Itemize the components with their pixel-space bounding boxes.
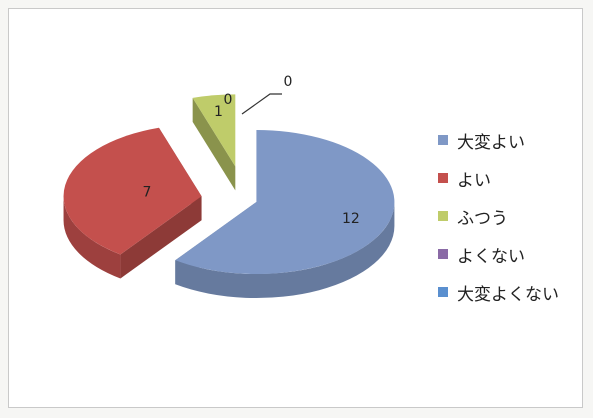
pie-slice-2 — [63, 127, 202, 279]
data-label-1: 12 — [342, 211, 360, 227]
legend-item-1: 大変よい — [438, 121, 559, 159]
data-label-5: 0 — [284, 74, 293, 90]
legend-item-5: 大変よくない — [438, 273, 559, 311]
legend-label-5: 大変よくない — [457, 284, 559, 305]
legend-swatch-5 — [438, 287, 448, 297]
pie-slice-3 — [192, 94, 236, 191]
data-label-2: 7 — [143, 185, 152, 201]
legend-swatch-4 — [438, 249, 448, 259]
zero-label-leader-line — [241, 93, 282, 115]
legend-swatch-2 — [438, 173, 448, 183]
pie-slice-1 — [175, 130, 395, 299]
legend-item-2: よい — [438, 159, 559, 197]
data-label-3: 1 — [214, 104, 223, 120]
legend-label-2: よい — [457, 170, 491, 191]
legend-label-3: ふつう — [457, 208, 508, 229]
legend-label-4: よくない — [457, 246, 525, 267]
legend-swatch-1 — [438, 135, 448, 145]
legend-swatch-3 — [438, 211, 448, 221]
legend-item-4: よくない — [438, 235, 559, 273]
legend-item-3: ふつう — [438, 197, 559, 235]
data-label-4: 0 — [224, 92, 233, 108]
chart-legend: 大変よい よい ふつう よくない 大変よくない — [438, 121, 559, 311]
pie-slices — [63, 94, 395, 299]
legend-label-1: 大変よい — [457, 132, 525, 153]
